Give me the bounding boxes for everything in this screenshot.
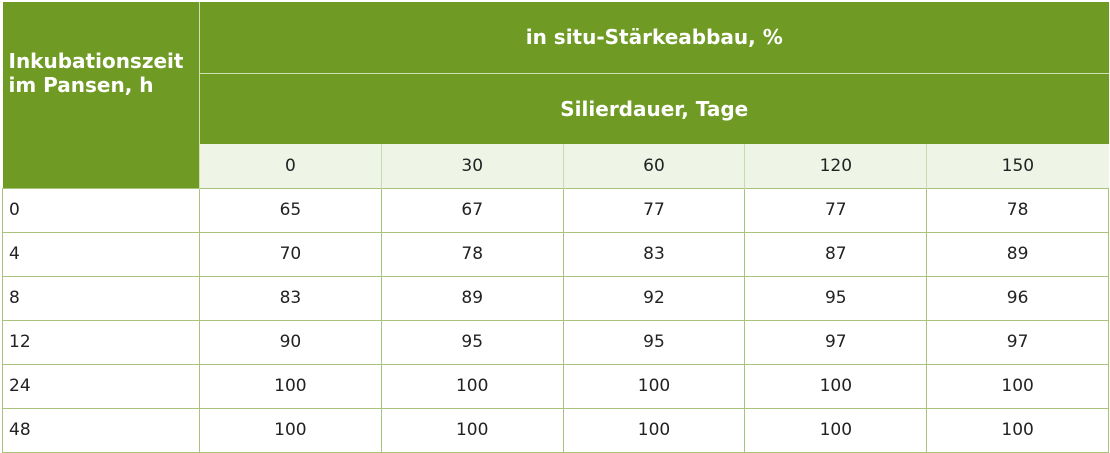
day-header: 60 — [562, 144, 745, 188]
table-cell: 78 — [926, 187, 1110, 232]
table-cell: 100 — [926, 407, 1110, 453]
table-cell: 65 — [199, 187, 382, 232]
table-row: 8 83 89 92 95 96 — [2, 275, 1110, 320]
table-cell: 100 — [380, 407, 564, 453]
day-header: 30 — [380, 144, 564, 188]
day-header: 150 — [926, 144, 1109, 188]
table-row: 48 100 100 100 100 100 — [2, 407, 1110, 453]
table-row: 24 100 100 100 100 100 — [2, 363, 1110, 408]
table-cell: 100 — [199, 407, 382, 453]
subgroup-header: Silierdauer, Tage — [199, 73, 1109, 144]
table-cell: 89 — [926, 231, 1110, 276]
table-cell: 77 — [562, 187, 745, 232]
table-cell: 77 — [744, 187, 927, 232]
table-cell: 100 — [199, 363, 382, 408]
table-cell: 100 — [926, 363, 1110, 408]
table-cell: 90 — [199, 319, 382, 364]
table-cell: 78 — [380, 231, 564, 276]
row-label: 4 — [2, 231, 200, 276]
day-header: 0 — [199, 144, 382, 188]
table-cell: 70 — [199, 231, 382, 276]
corner-label-line2: im Pansen, h — [8, 73, 154, 97]
table-row: 0 65 67 77 77 78 — [2, 187, 1110, 232]
row-label: 12 — [2, 319, 200, 364]
table-cell: 97 — [744, 319, 927, 364]
corner-header-spacer — [2, 144, 200, 188]
table-cell: 100 — [380, 363, 564, 408]
table-cell: 95 — [562, 319, 745, 364]
table-cell: 100 — [562, 407, 745, 453]
table-cell: 100 — [744, 407, 927, 453]
table-cell: 95 — [380, 319, 564, 364]
table-cell: 67 — [380, 187, 564, 232]
table-cell: 83 — [562, 231, 745, 276]
corner-label-line1: Inkubationszeit — [8, 49, 184, 73]
table-cell: 83 — [199, 275, 382, 320]
table-cell: 89 — [380, 275, 564, 320]
group-header: in situ-Stärkeabbau, % — [199, 2, 1109, 74]
corner-header: Inkubationszeit im Pansen, h — [2, 2, 200, 144]
table-cell: 100 — [744, 363, 927, 408]
row-label: 8 — [2, 275, 200, 320]
table-row: 4 70 78 83 87 89 — [2, 231, 1110, 276]
table-cell: 97 — [926, 319, 1110, 364]
table-cell: 100 — [562, 363, 745, 408]
table-cell: 95 — [744, 275, 927, 320]
table-row: 12 90 95 95 97 97 — [2, 319, 1110, 364]
row-label: 24 — [2, 363, 200, 408]
table-cell: 92 — [562, 275, 745, 320]
row-label: 0 — [2, 187, 200, 232]
day-header: 120 — [744, 144, 927, 188]
row-label: 48 — [2, 407, 200, 453]
table-cell: 96 — [926, 275, 1110, 320]
table-cell: 87 — [744, 231, 927, 276]
